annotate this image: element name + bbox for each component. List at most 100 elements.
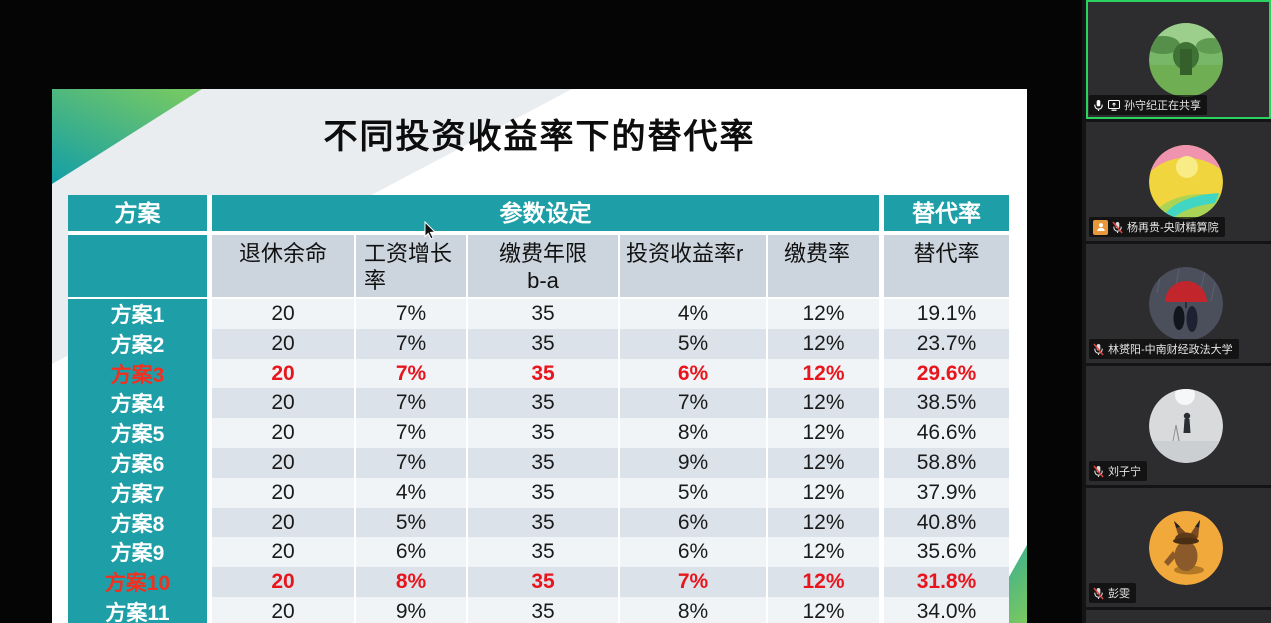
value-cell: 20 — [207, 388, 354, 419]
table-row: 方案1 20 7% 35 4% 12% 19.1% — [68, 297, 1009, 329]
table-subheader-row: 退休余命 工资增长率缴费年限 b-a 投资收益率r 缴费率 替代率 — [68, 231, 1009, 297]
participant-avatar — [1148, 388, 1223, 463]
participant-tile[interactable]: 刘子宁 — [1086, 366, 1271, 485]
plan-label: 方案1 — [68, 299, 207, 329]
value-cell: 12% — [766, 477, 879, 508]
participant-name: 刘子宁 — [1108, 466, 1141, 478]
value-cell: 20 — [207, 299, 354, 329]
participant-name-label: 孙守纪正在共享 — [1089, 95, 1207, 115]
value-cell: 35 — [466, 537, 618, 568]
value-cell: 35.6% — [879, 537, 1009, 568]
plan-label: 方案7 — [68, 477, 207, 508]
subheader-cell: 缴费率 — [766, 231, 879, 297]
participant-tile[interactable]: 林赟阳-中南财经政法大学 — [1086, 244, 1271, 363]
value-cell: 20 — [207, 447, 354, 478]
participant-name: 孙守纪正在共享 — [1124, 100, 1201, 112]
value-cell: 5% — [354, 507, 466, 538]
mic-muted-icon — [1093, 587, 1104, 600]
value-cell: 34.0% — [879, 596, 1009, 623]
subheader-cell: 投资收益率r — [618, 231, 766, 297]
value-cell: 12% — [766, 299, 879, 329]
value-cell: 12% — [766, 358, 879, 389]
screen-share-icon — [1108, 99, 1120, 111]
plan-label: 方案10 — [68, 567, 207, 598]
value-cell: 35 — [466, 418, 618, 449]
value-cell: 35 — [466, 507, 618, 538]
replacement-rate-table: 方案 参数设定 替代率 退休余命 工资增长率缴费年限 b-a 投资收益率r 缴费率 替代率… — [68, 195, 1009, 623]
participant-tile-partial — [1086, 610, 1271, 623]
value-cell: 31.8% — [879, 567, 1009, 598]
value-cell: 35 — [466, 388, 618, 419]
participant-tile[interactable]: 孙守纪正在共享 — [1086, 0, 1271, 119]
value-cell: 4% — [618, 299, 766, 329]
value-cell: 35 — [466, 477, 618, 508]
plan-label: 方案5 — [68, 418, 207, 449]
value-cell: 20 — [207, 418, 354, 449]
shared-screen-area: 不同投资收益率下的替代率 方案 参数设定 替代率 退休余命 工资增长率缴费年限 b-… — [52, 89, 1027, 623]
value-cell: 12% — [766, 418, 879, 449]
value-cell: 29.6% — [879, 358, 1009, 389]
value-cell: 46.6% — [879, 418, 1009, 449]
value-cell: 23.7% — [879, 328, 1009, 359]
value-cell: 35 — [466, 447, 618, 478]
value-cell: 40.8% — [879, 507, 1009, 538]
value-cell: 12% — [766, 507, 879, 538]
subheader-cell: 工资增长率 — [354, 231, 466, 297]
value-cell: 5% — [618, 477, 766, 508]
value-cell: 20 — [207, 596, 354, 623]
participant-name-label: 彭雯 — [1089, 583, 1136, 603]
plan-label: 方案4 — [68, 388, 207, 419]
value-cell: 12% — [766, 447, 879, 478]
value-cell: 20 — [207, 537, 354, 568]
subheader-cell: 缴费年限 b-a — [466, 231, 618, 297]
value-cell: 38.5% — [879, 388, 1009, 419]
value-cell: 7% — [354, 418, 466, 449]
participant-name-label: 杨再贵-央财精算院 — [1089, 217, 1225, 237]
mouse-cursor — [424, 221, 437, 240]
plan-label: 方案3 — [68, 358, 207, 389]
participant-name: 杨再贵-央财精算院 — [1127, 222, 1219, 234]
header-params: 参数设定 — [207, 195, 879, 231]
value-cell: 7% — [618, 388, 766, 419]
value-cell: 8% — [618, 418, 766, 449]
table-row: 方案6 20 7% 35 9% 12% 58.8% — [68, 445, 1009, 478]
plan-label: 方案6 — [68, 447, 207, 478]
header-replacement: 替代率 — [879, 195, 1009, 231]
value-cell: 7% — [354, 299, 466, 329]
participant-tile[interactable]: 杨再贵-央财精算院 — [1086, 122, 1271, 241]
value-cell: 9% — [354, 596, 466, 623]
value-cell: 6% — [618, 537, 766, 568]
participants-panel[interactable]: 孙守纪正在共享杨再贵-央财精算院林赟阳-中南财经政法大学刘子宁彭雯 — [1080, 0, 1271, 623]
value-cell: 35 — [466, 299, 618, 329]
table-row: 方案10 20 8% 35 7% 12% 31.8% — [68, 565, 1009, 598]
subheader-cell: 退休余命 — [207, 231, 354, 297]
plan-label: 方案8 — [68, 507, 207, 538]
header-plan: 方案 — [68, 195, 207, 231]
value-cell: 35 — [466, 596, 618, 623]
value-cell: 7% — [618, 567, 766, 598]
subheader-cell: 替代率 — [879, 231, 1009, 297]
value-cell: 12% — [766, 596, 879, 623]
value-cell: 20 — [207, 358, 354, 389]
value-cell: 37.9% — [879, 477, 1009, 508]
value-cell: 12% — [766, 328, 879, 359]
value-cell: 8% — [354, 567, 466, 598]
value-cell: 5% — [618, 328, 766, 359]
value-cell: 9% — [618, 447, 766, 478]
value-cell: 20 — [207, 328, 354, 359]
value-cell: 35 — [466, 328, 618, 359]
table-row: 方案8 20 5% 35 6% 12% 40.8% — [68, 505, 1009, 538]
value-cell: 6% — [618, 358, 766, 389]
participant-avatar — [1148, 510, 1223, 585]
value-cell: 20 — [207, 507, 354, 538]
table-header-row: 方案 参数设定 替代率 — [68, 195, 1009, 231]
value-cell: 12% — [766, 537, 879, 568]
presentation-slide: 不同投资收益率下的替代率 方案 参数设定 替代率 退休余命 工资增长率缴费年限 b-… — [52, 89, 1027, 623]
table-row: 方案4 20 7% 35 7% 12% 38.5% — [68, 386, 1009, 419]
participant-tile[interactable]: 彭雯 — [1086, 488, 1271, 607]
participant-name-label: 刘子宁 — [1089, 461, 1147, 481]
value-cell: 20 — [207, 477, 354, 508]
mic-icon — [1093, 99, 1104, 112]
value-cell: 12% — [766, 388, 879, 419]
value-cell: 12% — [766, 567, 879, 598]
